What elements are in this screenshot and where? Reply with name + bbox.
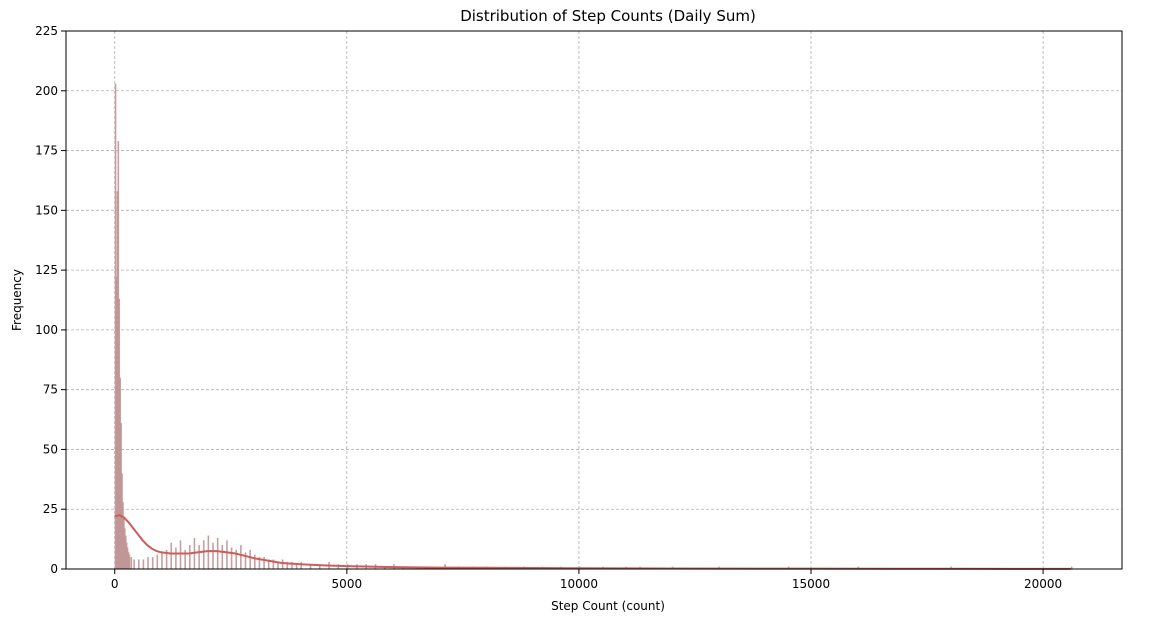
histogram-bar [202,540,205,569]
y-tick-label: 125 [35,263,58,277]
histogram-bar [244,552,247,569]
histogram-bar [121,473,123,569]
histogram-bar [1070,566,1073,569]
y-tick-label: 175 [35,144,58,158]
histogram-bar [126,547,129,569]
histogram-bar [444,564,446,569]
histogram-bar [226,540,228,569]
histogram-bar [207,535,210,569]
histogram-bar [212,542,214,569]
x-tick-label: 10000 [560,577,598,591]
histogram-bar [133,559,135,569]
kde-curve [114,514,1071,570]
y-axis-label: Frequency [10,269,24,331]
y-tick-label: 25 [43,502,58,516]
y-tick-label: 75 [43,383,58,397]
histogram-bar [189,545,191,569]
histogram-bar [123,516,125,569]
y-tick-label: 200 [35,84,58,98]
histogram-bar [249,549,251,569]
histogram-bar [137,559,140,569]
histogram-bar [240,545,242,569]
histogram-bar [161,552,163,569]
grid-lines [66,30,1122,570]
histogram-bar [118,298,121,569]
histogram-bar [235,549,238,569]
histogram-bar [119,377,121,569]
histogram-bar [300,561,303,569]
histogram-bar [221,545,224,569]
x-axis-ticks: 0 5000 10000 15000 20000 [111,569,1062,591]
histogram-bar [147,557,149,569]
histogram-bar [156,554,159,569]
histogram-bar [115,277,118,569]
histogram-bars [114,83,1073,570]
histogram-bar [124,535,127,569]
histogram-bar [130,557,133,569]
y-tick-label: 100 [35,323,58,337]
histogram-bar [198,545,200,569]
plot-frame [65,30,1123,570]
histogram-bar [253,554,256,569]
x-axis-label: Step Count (count) [551,599,665,613]
histogram-bar [125,542,128,569]
histogram-bar [114,83,117,570]
x-tick-label: 5000 [332,577,363,591]
histogram-bar [179,540,182,569]
histogram-bar [258,557,261,569]
histogram-bar [170,542,173,569]
y-tick-label: 150 [35,203,58,217]
histogram-bar [142,559,145,569]
histogram-bar [291,561,293,569]
x-tick-label: 15000 [792,577,830,591]
x-tick-label: 20000 [1024,577,1062,591]
histogram-bar [281,559,284,569]
histogram-bar [216,537,219,569]
y-tick-label: 0 [50,562,58,576]
histogram-bar [122,502,124,569]
histogram-bar [277,561,279,569]
histogram-bar [184,549,186,569]
x-tick-label: 0 [111,577,119,591]
histogram-bar [151,557,154,569]
histogram-bar [272,559,275,569]
histogram-bar [309,564,312,569]
histogram-bar [230,547,233,569]
y-tick-label: 50 [43,442,58,456]
histogram-bar [165,549,168,569]
histogram-bar [295,564,298,569]
y-axis-ticks: 0 25 50 75 100 125 150 175 200 225 [35,24,66,576]
histogram-bar [286,561,289,569]
histogram-bar [175,547,177,569]
histogram-bar [127,552,130,569]
histogram-bar [263,557,265,569]
chart-title: Distribution of Step Counts (Daily Sum) [460,7,756,25]
histogram-bar [128,554,131,569]
histogram-bar [120,423,122,569]
histogram-bar [117,140,120,570]
histogram-bar [116,191,119,569]
histogram-bar [124,528,126,569]
y-tick-label: 225 [35,24,58,38]
histogram-bar [318,564,321,569]
histogram-bar [267,559,270,569]
